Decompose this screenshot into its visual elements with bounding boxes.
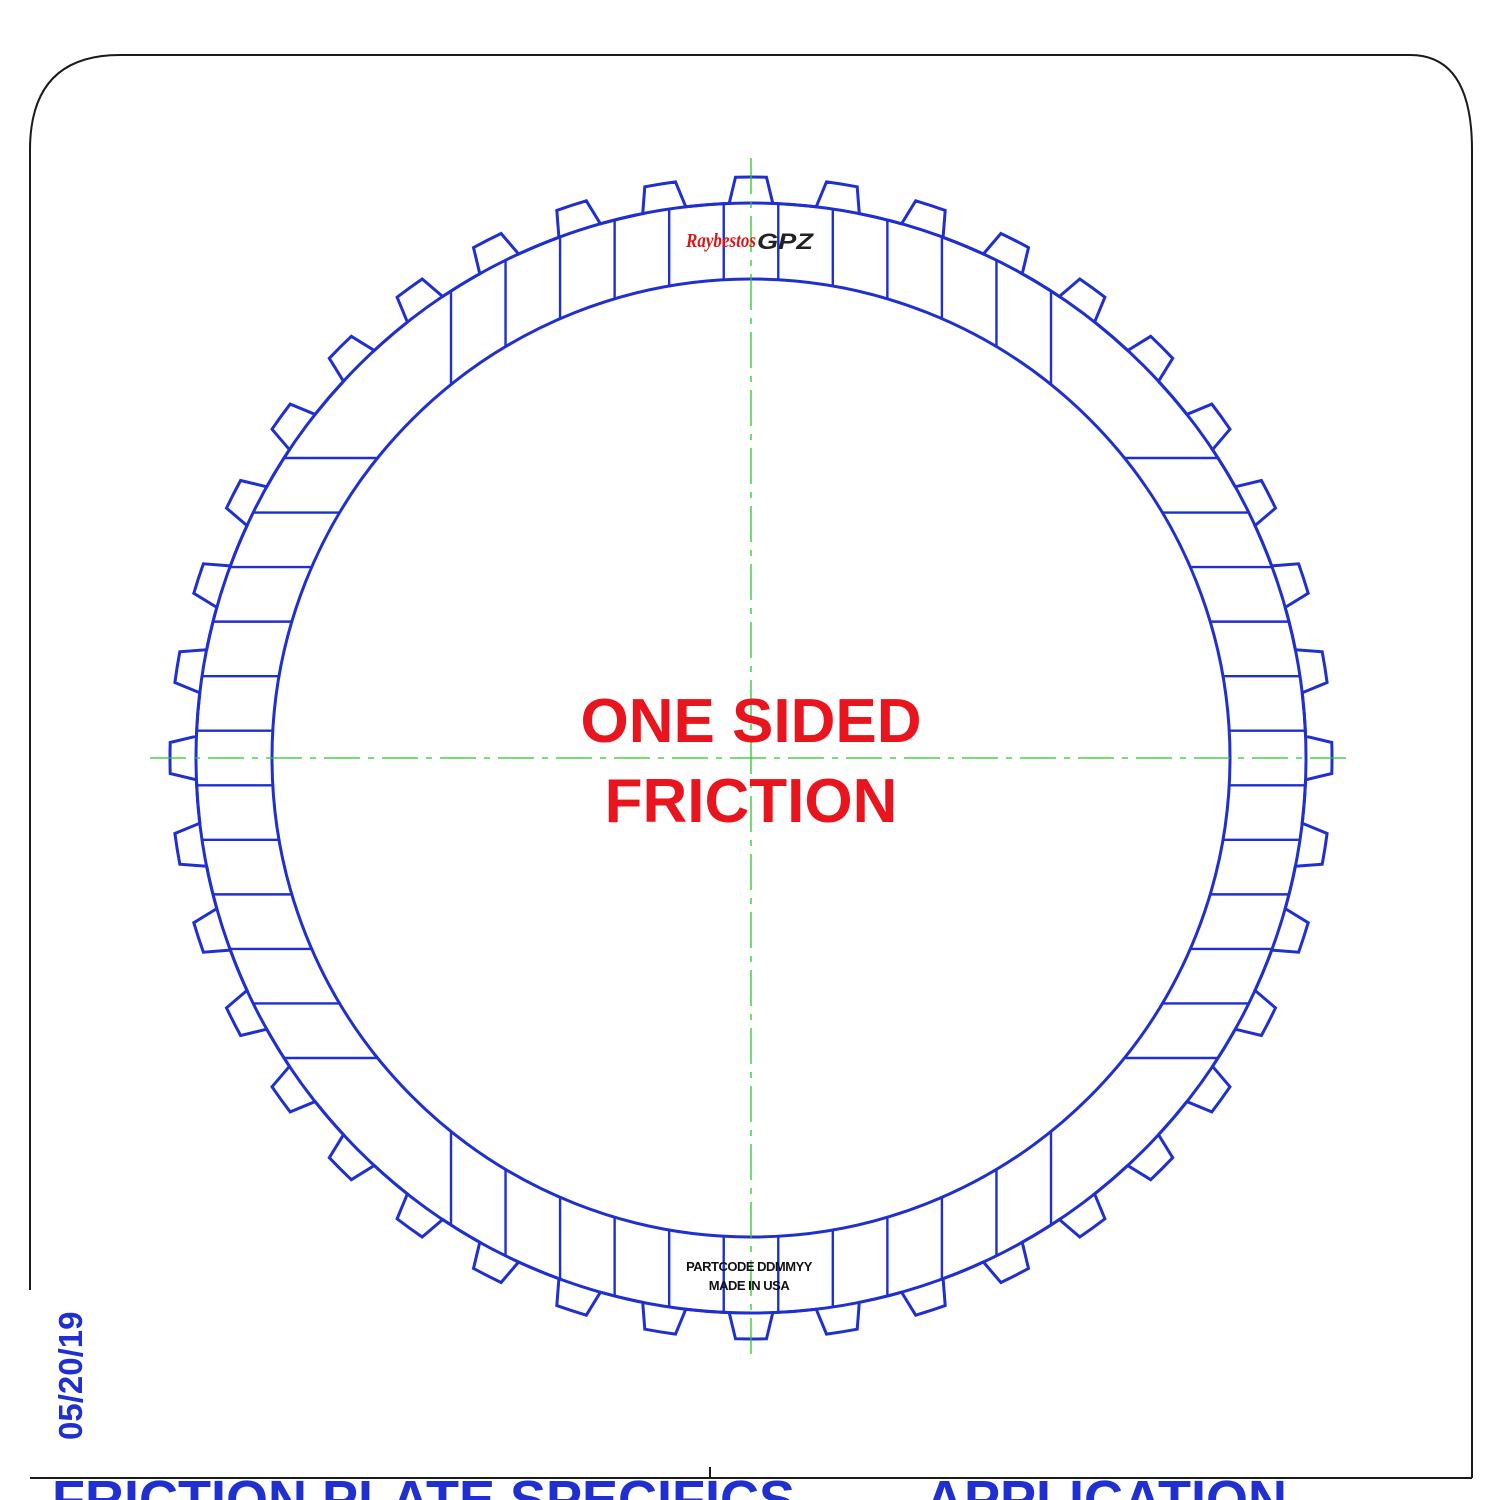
label-line-2: FRICTION bbox=[605, 767, 898, 836]
sheet-border bbox=[29, 54, 1473, 1479]
footer-specifics-title: FRICTION PLATE SPECIFICS bbox=[52, 1470, 795, 1500]
part-code-marking: PARTCODE DDMMYY bbox=[686, 1259, 813, 1274]
logo-red-text: Raybestos bbox=[685, 230, 756, 252]
revision-date: 05/20/19 bbox=[52, 1312, 89, 1440]
footer-application-title: APPLICATION bbox=[925, 1470, 1287, 1500]
logo-black-text: GPZ bbox=[757, 229, 815, 254]
brand-logo: Raybestos GPZ bbox=[685, 229, 815, 254]
friction-segments bbox=[196, 203, 1306, 1313]
label-line-1: ONE SIDED bbox=[580, 687, 921, 756]
made-in-marking: MADE IN USA bbox=[709, 1278, 791, 1293]
